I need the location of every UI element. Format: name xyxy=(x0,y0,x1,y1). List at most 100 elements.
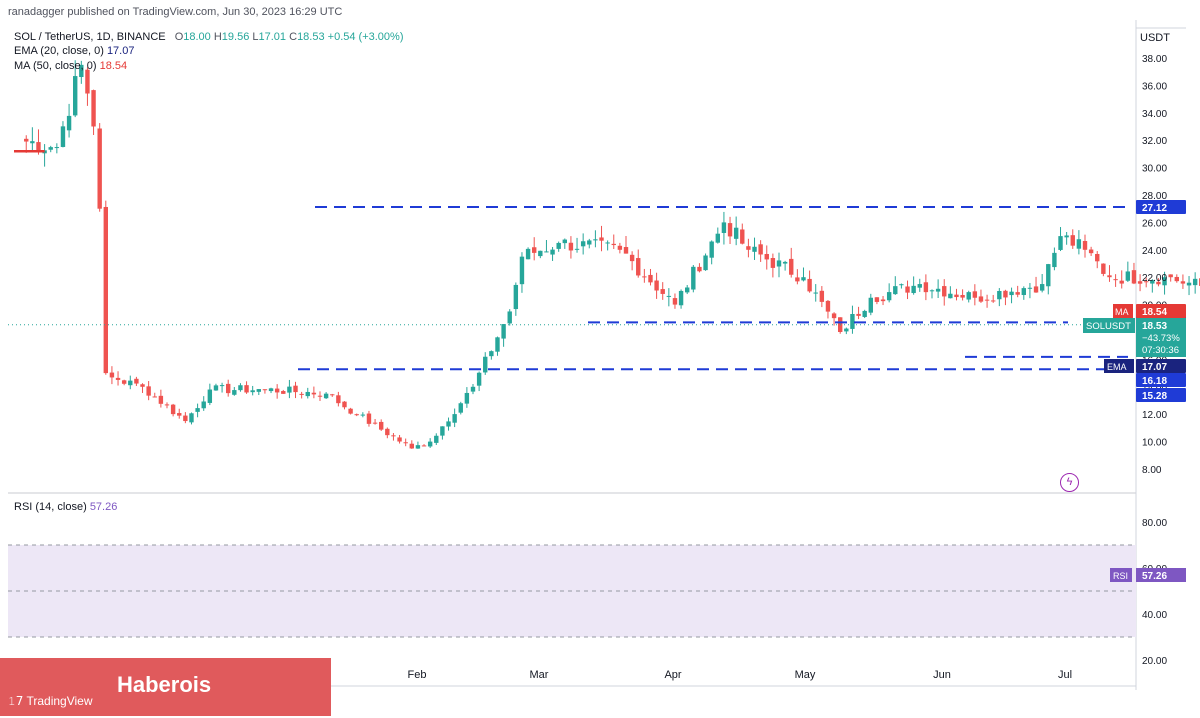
candle xyxy=(917,278,922,292)
candle xyxy=(942,279,947,306)
rsi-value-tag-bg xyxy=(1136,568,1186,582)
candle xyxy=(935,279,941,299)
candle-body xyxy=(391,435,396,437)
candle xyxy=(764,245,769,270)
candle xyxy=(740,223,745,245)
ema-name-tag-bg xyxy=(1104,359,1134,373)
candle xyxy=(1082,234,1088,258)
level-tag-16-18-bg xyxy=(1136,373,1186,387)
candle xyxy=(1027,283,1033,299)
candle-body xyxy=(525,248,531,260)
candle-body xyxy=(128,380,133,386)
candle xyxy=(495,336,500,356)
candle-body xyxy=(984,299,990,301)
candle-body xyxy=(250,390,255,393)
candle xyxy=(715,227,720,244)
candle xyxy=(886,283,892,303)
candle xyxy=(1156,278,1161,287)
candle-body xyxy=(893,286,898,295)
candle-body xyxy=(287,386,292,393)
candle xyxy=(562,238,567,249)
candle-body xyxy=(1064,235,1069,238)
candle xyxy=(629,251,635,271)
ma-legend[interactable]: MA (50, close, 0) 18.54 xyxy=(14,60,128,72)
candle-body xyxy=(293,385,298,393)
candle-body xyxy=(464,392,470,404)
candle-body xyxy=(489,351,494,357)
candle-body xyxy=(1125,271,1131,281)
candle xyxy=(244,381,249,394)
candle-body xyxy=(636,258,641,276)
candle-body xyxy=(587,240,592,245)
candle xyxy=(1070,229,1075,249)
tradingview-logo: 𝟷𝟩 TradingView xyxy=(8,694,93,708)
candle xyxy=(1162,271,1167,295)
candle xyxy=(1064,231,1069,245)
candle-body xyxy=(507,311,512,324)
candle-body xyxy=(1052,252,1057,268)
flash-icon[interactable]: ϟ xyxy=(1060,473,1079,492)
candle-body xyxy=(721,222,727,233)
ema-legend[interactable]: EMA (20, close, 0) 17.07 xyxy=(14,45,135,57)
candle xyxy=(899,283,904,289)
candle-body xyxy=(672,298,678,305)
candle xyxy=(1052,247,1057,271)
candle xyxy=(158,389,164,408)
candle xyxy=(550,247,555,261)
candle-body xyxy=(978,296,984,302)
candle-body xyxy=(715,233,720,243)
candle xyxy=(415,441,421,449)
candle xyxy=(24,135,29,153)
candle xyxy=(525,247,531,260)
candle xyxy=(593,230,598,248)
candle-body xyxy=(366,413,372,424)
candle-body xyxy=(1070,235,1075,246)
candle xyxy=(709,240,714,265)
candle-body xyxy=(746,246,751,250)
price-tick-label: 10.00 xyxy=(1142,438,1167,449)
candle xyxy=(66,103,72,138)
candle-body xyxy=(654,280,659,291)
candle xyxy=(256,389,261,396)
candle xyxy=(746,238,751,258)
candle-body xyxy=(1009,291,1014,296)
candle xyxy=(305,387,310,399)
candle xyxy=(152,392,157,398)
rsi-legend[interactable]: RSI (14, close) 57.26 xyxy=(14,501,118,513)
candle-body xyxy=(819,290,825,302)
candle-body xyxy=(880,299,886,302)
candle xyxy=(544,239,549,253)
candle-body xyxy=(605,242,610,244)
symbol-title: SOL / TetherUS, 1D, BINANCE xyxy=(14,31,166,43)
candle-body xyxy=(140,384,145,387)
candle-body xyxy=(262,389,268,391)
candle xyxy=(73,60,78,118)
candle-body xyxy=(513,284,519,310)
candle xyxy=(617,242,623,254)
candle-body xyxy=(574,248,580,250)
candle-body xyxy=(770,258,776,268)
candle-body xyxy=(421,445,427,447)
candle-body xyxy=(268,388,274,392)
candle-body xyxy=(195,408,200,412)
candle xyxy=(323,392,329,399)
candle-body xyxy=(30,141,35,144)
candle xyxy=(703,253,708,271)
candle xyxy=(599,225,604,252)
candle-body xyxy=(795,277,800,282)
candle xyxy=(262,389,268,394)
candle-body xyxy=(342,401,347,408)
candle-body xyxy=(73,76,78,116)
candle xyxy=(893,276,898,295)
candle-body xyxy=(458,403,463,413)
close-value: 18.53 xyxy=(297,31,325,43)
candle xyxy=(782,260,788,271)
high-value: 19.56 xyxy=(221,31,250,43)
candle-body xyxy=(544,251,549,253)
time-tick-label: Mar xyxy=(530,669,549,681)
candle xyxy=(366,410,372,427)
candle-body xyxy=(1119,280,1124,284)
candle xyxy=(733,216,739,246)
candle xyxy=(97,123,102,212)
